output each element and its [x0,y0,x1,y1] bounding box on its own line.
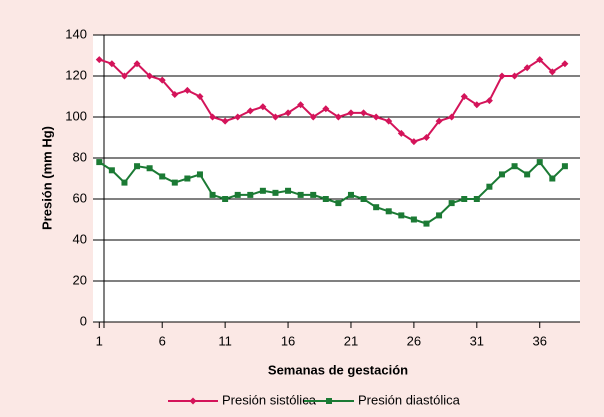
data-point [209,113,217,121]
data-point [410,216,417,223]
data-point [297,101,305,109]
data-point [498,171,505,178]
data-point [385,117,393,125]
data-point [134,163,141,170]
data-point [284,109,292,117]
y-tick-label: 80 [73,149,87,164]
data-point [171,90,179,98]
data-point [448,200,455,207]
data-point [448,113,456,121]
data-point [285,187,292,194]
data-point [272,189,279,196]
x-tick-label: 26 [407,333,421,348]
data-point [108,60,116,68]
data-point [108,167,115,174]
x-tick-label: 21 [344,333,358,348]
data-point [473,196,480,202]
data-point [297,191,304,198]
data-point [221,117,229,125]
data-point [360,109,368,117]
data-point [360,196,367,202]
data-point [536,159,543,166]
y-tick-label: 20 [73,272,87,287]
data-point [120,72,128,80]
legend-label: Presión diastólica [358,392,461,407]
y-tick-label: 120 [65,67,87,82]
data-point [159,173,166,180]
data-point [473,101,481,109]
y-tick-label: 40 [73,231,87,246]
data-point [96,159,103,166]
data-point [259,103,267,111]
y-tick-label: 100 [65,108,87,123]
legend-marker [189,397,197,405]
data-point [271,113,279,121]
y-tick-label: 140 [65,26,87,41]
data-point [372,113,380,121]
data-point [485,97,493,105]
data-point [184,175,191,182]
data-point [422,134,430,141]
data-point [486,183,493,190]
data-point [373,204,380,211]
data-point [121,179,128,186]
data-point [196,171,203,178]
x-tick-label: 6 [159,333,166,348]
data-point [234,113,242,121]
legend-marker [326,398,332,404]
data-point [435,117,443,125]
y-tick-label: 60 [73,190,87,205]
data-point [347,191,354,198]
data-point [385,208,392,215]
data-point [398,212,405,219]
data-point [133,60,141,68]
data-point [310,191,317,198]
x-tick-label: 36 [532,333,546,348]
data-point [309,113,317,121]
data-point [561,60,569,68]
data-point [146,72,154,80]
data-point [209,191,216,198]
x-tick-label: 31 [470,333,484,348]
y-axis-label: Presión (mm Hg) [39,126,54,230]
data-point [322,196,329,202]
data-point [95,56,103,64]
data-point [549,175,556,182]
data-point [171,179,178,186]
x-tick-label: 11 [218,333,232,348]
data-point [246,107,254,115]
data-point [335,200,342,207]
data-point [511,163,518,170]
data-point [158,76,166,84]
data-point [511,72,519,80]
data-point [222,196,229,202]
data-point [247,191,254,198]
legend-label: Presión sistólica [222,392,317,407]
data-point [536,56,544,64]
data-point [397,129,405,137]
x-axis-label: Semanas de gestación [268,362,408,377]
data-point [460,93,468,100]
data-point [461,196,468,202]
data-point [334,113,342,121]
data-point [498,72,506,80]
data-point [347,109,355,117]
data-point [436,212,443,219]
data-point [183,86,191,94]
data-point [523,64,531,72]
x-tick-label: 16 [281,333,295,348]
data-point [548,68,556,76]
data-point [196,93,204,100]
data-point [234,191,241,198]
data-point [423,220,430,227]
y-tick-label: 0 [80,313,87,328]
data-point [524,171,531,178]
x-tick-label: 1 [96,333,103,348]
data-point [259,187,266,194]
data-point [410,138,418,146]
data-point [561,163,568,170]
data-point [322,105,330,113]
data-point [146,165,153,172]
